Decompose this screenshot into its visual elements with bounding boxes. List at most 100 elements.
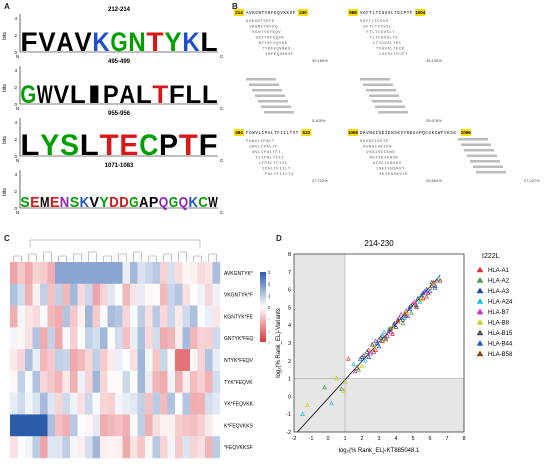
end-position: 510 — [302, 130, 310, 135]
alignment-row-placeholder — [264, 111, 294, 114]
logo-letter: Q — [179, 195, 189, 211]
data-point — [414, 302, 419, 308]
colorbar-tick: 3 — [268, 270, 270, 275]
heatmap-cell — [47, 392, 56, 415]
logo-tick-label: 0 — [14, 206, 17, 211]
heatmap-cell — [130, 392, 138, 415]
legend-marker — [476, 287, 484, 294]
start-position: 494 — [235, 130, 243, 135]
heatmap-cell — [92, 370, 101, 393]
heatmap-cell — [32, 262, 41, 284]
x-tick-label: -1 — [309, 436, 314, 442]
alignment-row: WVLIPALTFI — [252, 151, 281, 155]
data-point — [434, 277, 440, 283]
y-tick-label: 0 — [288, 394, 291, 400]
heatmap-cell — [182, 262, 191, 284]
logo-letter: M — [40, 195, 50, 211]
colorbar-tick: -3 — [268, 340, 270, 345]
data-point — [431, 281, 436, 287]
heatmap-cell — [25, 327, 33, 350]
heatmap-cell — [62, 349, 71, 372]
logo-letter: E — [30, 195, 40, 211]
heatmap-cell — [190, 283, 198, 306]
heatmap-cell — [40, 327, 48, 350]
logo-letter: F — [20, 27, 37, 57]
legend-marker — [476, 319, 484, 325]
heatmap-cell — [152, 283, 161, 306]
heatmap-cell — [17, 305, 26, 328]
heatmap-cell — [47, 349, 56, 372]
heatmap-cell — [77, 262, 86, 284]
heatmap-cell — [190, 370, 198, 393]
heatmap-cell — [107, 262, 116, 284]
heatmap-cell — [85, 305, 93, 328]
heatmap-cell — [70, 414, 78, 437]
heatmap-cell — [10, 436, 18, 459]
heatmap-cell — [167, 262, 176, 284]
heatmap-cell — [25, 262, 33, 284]
heatmap-cell — [160, 436, 168, 459]
heatmap-cell — [55, 327, 63, 350]
data-point — [388, 326, 394, 331]
data-point — [351, 361, 356, 367]
alignment-sequence: FGWVLIPALTFIILTVT — [246, 132, 299, 136]
heatmap-cell — [100, 370, 108, 393]
heatmap-cell — [10, 305, 18, 328]
heatmap-cell — [137, 262, 146, 284]
heatmap-cell — [145, 262, 153, 284]
heatmap-cell — [175, 262, 183, 284]
dendrogram-branch — [148, 255, 157, 262]
heatmap-cell — [167, 305, 176, 328]
heatmap-cell — [62, 305, 71, 328]
data-point — [432, 285, 438, 290]
dendrogram-branch — [58, 255, 67, 262]
alignment-sequence: VGFTLTCGVSLTECPTF — [360, 12, 413, 16]
heatmap-cell — [107, 283, 116, 306]
chart-title: 214-230 — [364, 239, 394, 248]
data-point — [407, 306, 412, 311]
heatmap-cell — [205, 414, 213, 437]
data-point — [403, 308, 409, 313]
logo-letter: G — [169, 195, 179, 211]
logo-letter: Y — [99, 195, 109, 211]
heatmap-cell — [17, 414, 26, 437]
heatmap-cell — [107, 436, 116, 459]
logo-letter: K — [182, 27, 200, 57]
heatmap-cell — [40, 392, 48, 415]
heatmap-cell — [145, 436, 153, 459]
heatmap-cell — [17, 283, 26, 306]
data-point — [359, 363, 365, 368]
plot-frame — [293, 253, 465, 433]
heatmap-cell — [107, 305, 116, 328]
logo-tick-label: 0 — [14, 50, 17, 55]
alignment-row: PALTFIILTV — [265, 173, 294, 177]
data-point — [398, 311, 404, 317]
heatmap-cell — [77, 283, 86, 306]
data-point — [376, 343, 382, 349]
heatmap-cell — [62, 283, 71, 306]
logo-c-label: C — [220, 158, 224, 163]
logo-letter: C — [198, 195, 208, 211]
end-highlight — [415, 9, 426, 16]
heatmap-cell — [130, 305, 138, 328]
heatmap-cell — [92, 392, 101, 415]
heatmap-cell — [92, 262, 101, 284]
heatmap-cell — [32, 392, 41, 415]
alignment-row: DKVNGISEIE — [360, 140, 389, 144]
alignment-row: VGFTLTCGVS — [360, 20, 389, 24]
heatmap-cell — [182, 370, 191, 393]
alignment-row: TLTCGVSLTE — [370, 37, 399, 41]
dendrogram-branch — [43, 251, 52, 262]
heatmap-cell — [100, 262, 108, 284]
heatmap-cell — [175, 392, 183, 415]
heatmap-cell — [137, 370, 146, 393]
heatmap-cell — [92, 327, 101, 350]
logo-n-label: N — [16, 54, 19, 59]
legend-label: HLA-B15 — [488, 331, 513, 337]
heatmap-cell — [47, 436, 56, 459]
start-highlight — [234, 129, 244, 136]
data-point — [424, 293, 429, 299]
heatmap-cell — [40, 414, 48, 437]
alignment-row: KGNTYKFEQV — [252, 31, 281, 35]
alignment-row: LTCGVSLTEC — [373, 42, 402, 46]
